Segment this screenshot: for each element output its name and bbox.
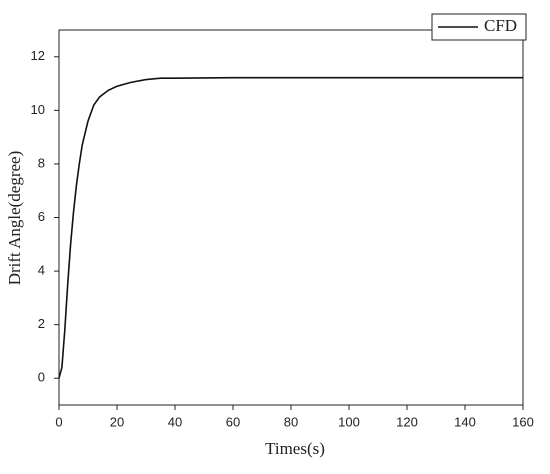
line-series <box>58 76 523 379</box>
y-tick-label: 8 <box>38 155 45 170</box>
y-tick-label: 2 <box>38 316 45 331</box>
legend-label: CFD <box>484 16 517 35</box>
y-axis-label: Drift Angle(degree) <box>5 151 24 286</box>
y-tick-label: 0 <box>38 370 45 385</box>
plot-frame <box>58 29 524 406</box>
x-tick-label: 80 <box>284 414 298 429</box>
x-axis-label: Times(s) <box>265 439 325 458</box>
x-tick-label: 60 <box>226 414 240 429</box>
x-tick-label: 20 <box>110 414 124 429</box>
y-tick-label: 6 <box>38 209 45 224</box>
y-tick-label: 12 <box>31 48 45 63</box>
y-tick-label: 10 <box>31 102 45 117</box>
x-tick-label: 120 <box>396 414 418 429</box>
x-tick-label: 0 <box>55 414 62 429</box>
x-tick-label: 100 <box>338 414 360 429</box>
y-tick-label: 4 <box>38 263 45 278</box>
x-tick-label: 140 <box>454 414 476 429</box>
x-tick-label: 40 <box>168 414 182 429</box>
x-tick-label: 160 <box>512 414 534 429</box>
